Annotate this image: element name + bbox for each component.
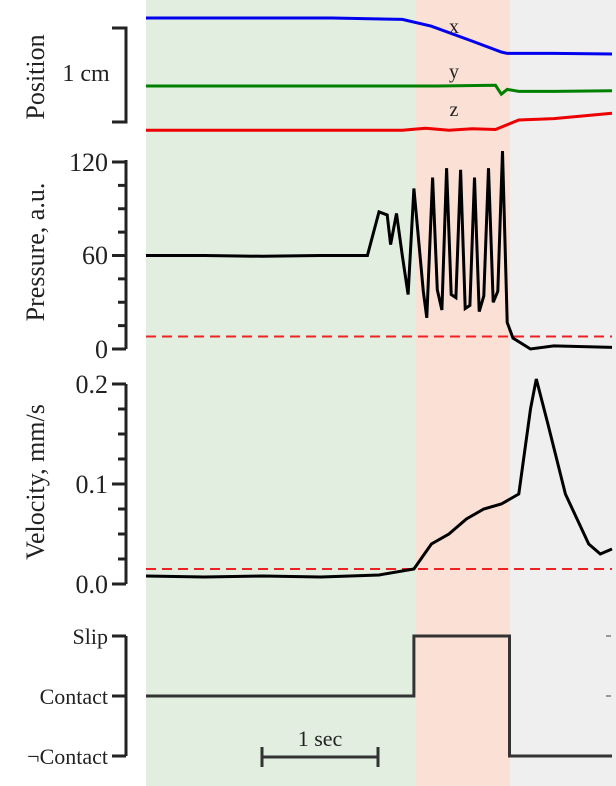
position-scale-bar-label: 1 cm xyxy=(62,61,110,87)
pressure-line xyxy=(146,151,613,351)
position-panel: 1 cm Position x y z xyxy=(21,16,613,132)
pressure-tick-60: 60 xyxy=(82,241,108,270)
time-scale-bar xyxy=(260,747,380,767)
series-label-y: y xyxy=(449,61,459,83)
pressure-tick-120: 120 xyxy=(69,148,108,177)
phase-band-contact xyxy=(146,0,416,786)
state-label-slip: Slip xyxy=(73,624,108,649)
phase-band-slip xyxy=(416,0,510,786)
velocity-tick-0.2: 0.2 xyxy=(76,370,109,399)
state-line xyxy=(146,634,612,758)
state-panel: Slip Contact ¬Contact 1 sec xyxy=(27,624,612,769)
position-scale-bar xyxy=(112,26,128,124)
velocity-ticks xyxy=(112,382,126,586)
pressure-ylabel: Pressure, a.u. xyxy=(21,183,50,322)
series-line-x xyxy=(146,16,613,56)
velocity-tick-0: 0.0 xyxy=(76,570,109,599)
series-label-z: z xyxy=(450,99,459,121)
series-line-y xyxy=(146,83,613,97)
position-ylabel: Position xyxy=(21,34,50,119)
pressure-panel: 0 60 120 Pressure, a.u. xyxy=(21,148,613,364)
series-label-x: x xyxy=(449,16,459,38)
state-label-no-contact: ¬Contact xyxy=(27,744,108,769)
velocity-line xyxy=(145,378,613,579)
pressure-ticks xyxy=(112,160,126,351)
pressure-tick-0: 0 xyxy=(95,335,108,364)
series-line-z xyxy=(146,111,613,132)
velocity-ylabel: Velocity, mm/s xyxy=(21,404,50,560)
time-scale-bar-label: 1 sec xyxy=(298,726,343,751)
velocity-tick-0.1: 0.1 xyxy=(76,470,109,499)
velocity-panel: 0.0 0.1 0.2 Velocity, mm/s xyxy=(21,370,613,599)
state-label-contact: Contact xyxy=(40,684,108,709)
phase-band-no-contact xyxy=(510,0,616,786)
